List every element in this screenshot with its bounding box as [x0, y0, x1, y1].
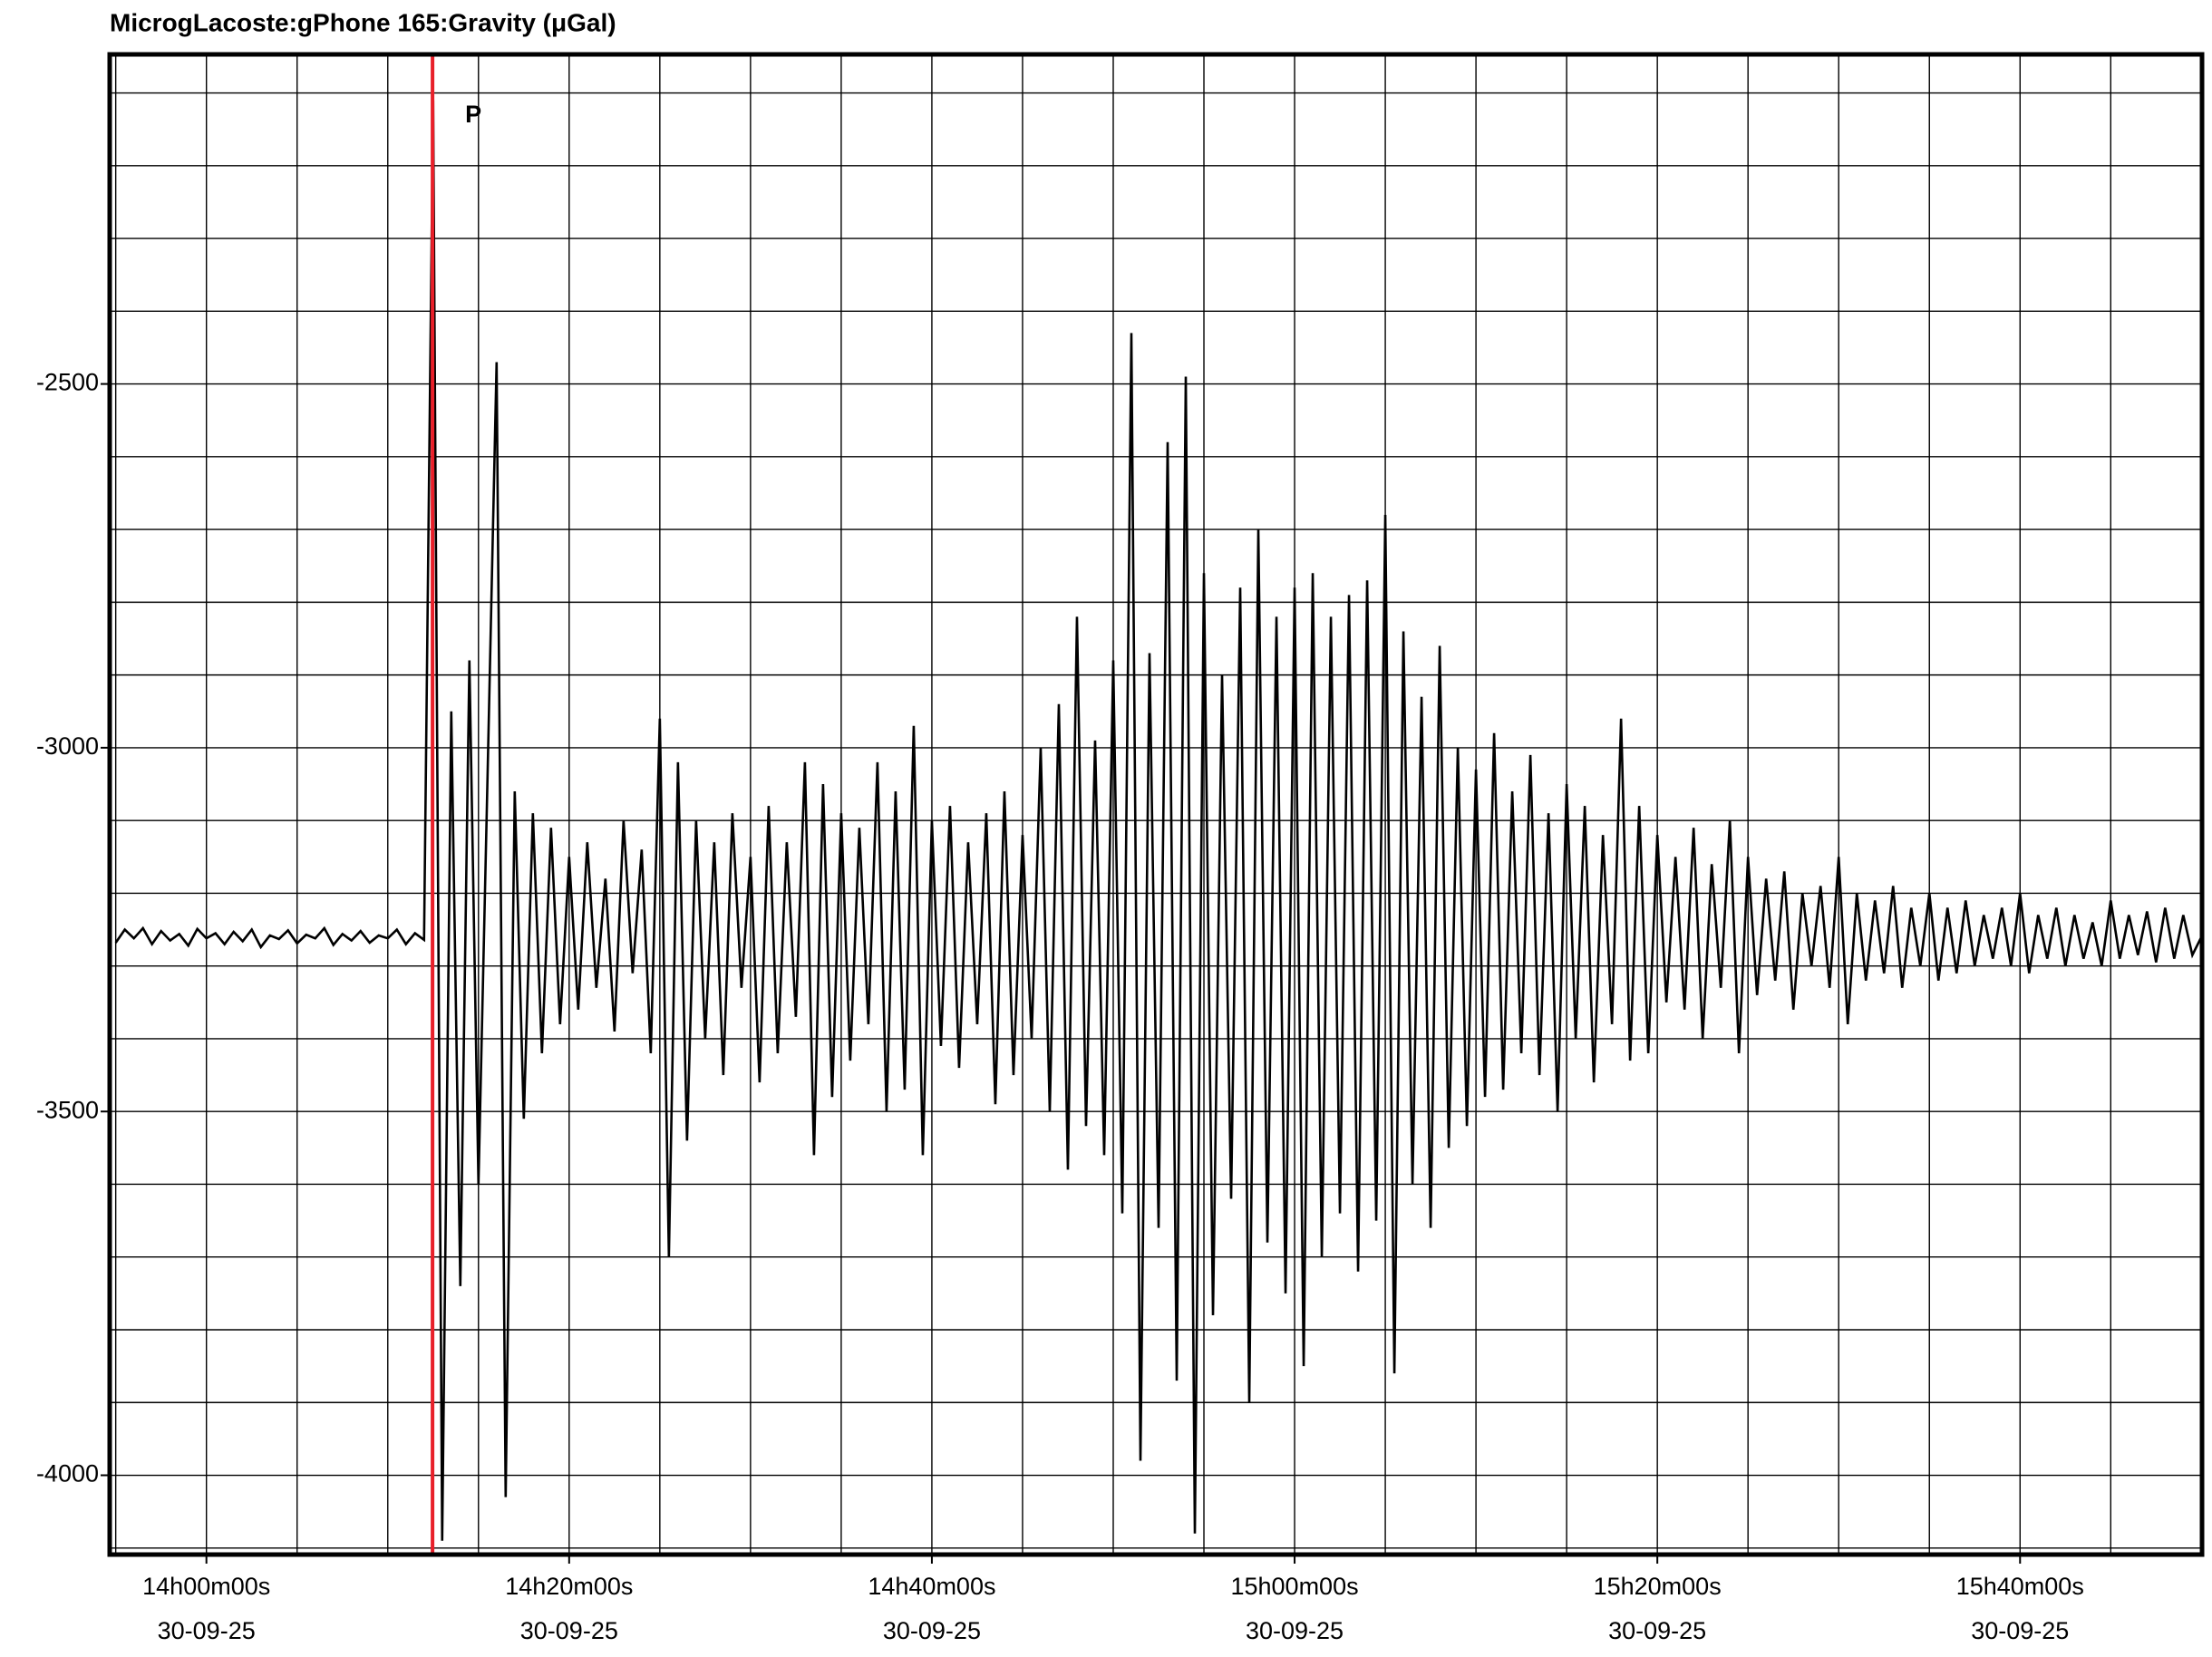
x-tick-label: 15h00m00s: [1230, 1573, 1358, 1600]
y-tick-label: -4000: [36, 1460, 99, 1487]
x-tick-label: 15h40m00s: [1956, 1573, 2084, 1600]
x-tick-label: 14h20m00s: [505, 1573, 633, 1600]
x-tick-label: 14h00m00s: [142, 1573, 270, 1600]
x-tick-label: 30-09-25: [1246, 1617, 1344, 1644]
annotation-label: P: [465, 101, 481, 128]
x-tick-label: 30-09-25: [1971, 1617, 2069, 1644]
y-tick-label: -2500: [36, 369, 99, 396]
y-tick-label: -3500: [36, 1096, 99, 1123]
x-tick-label: 14h40m00s: [868, 1573, 995, 1600]
x-tick-label: 30-09-25: [1608, 1617, 1706, 1644]
x-tick-label: 30-09-25: [883, 1617, 981, 1644]
x-tick-label: 15h20m00s: [1594, 1573, 1722, 1600]
x-tick-label: 30-09-25: [520, 1617, 618, 1644]
x-tick-label: 30-09-25: [158, 1617, 256, 1644]
chart-title: MicrogLacoste:gPhone 165:Gravity (μGal): [110, 8, 616, 36]
waveform: [114, 100, 2203, 1541]
y-tick-label: -3000: [36, 732, 99, 760]
plot-border: [107, 52, 2205, 1557]
